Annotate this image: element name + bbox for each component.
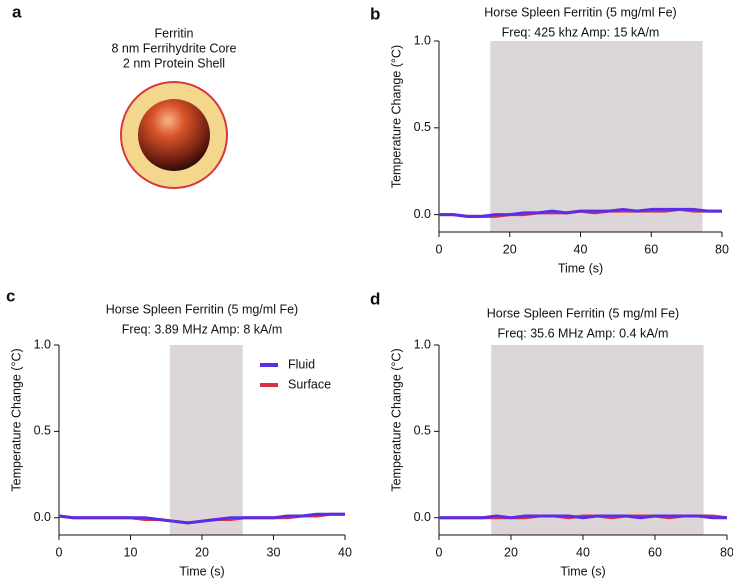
shaded-region bbox=[490, 41, 703, 232]
diagram-text: Ferritin bbox=[155, 26, 194, 40]
panel-label: b bbox=[370, 4, 380, 23]
shaded-region bbox=[491, 345, 704, 535]
y-axis-label: Temperature Change (°C) bbox=[9, 348, 23, 491]
ferrihydrite-core bbox=[138, 99, 210, 171]
x-tick-label: 40 bbox=[338, 545, 352, 559]
x-tick-label: 30 bbox=[267, 545, 281, 559]
data-line bbox=[439, 207, 722, 218]
x-tick-label: 40 bbox=[574, 242, 588, 256]
y-tick-label: 0.0 bbox=[414, 510, 431, 524]
panel-label: c bbox=[6, 286, 15, 305]
legend-label: Surface bbox=[288, 377, 331, 391]
x-tick-label: 80 bbox=[720, 545, 733, 559]
y-tick-label: 0.5 bbox=[414, 120, 431, 134]
y-tick-label: 1.0 bbox=[414, 337, 431, 351]
diagram-text: 8 nm Ferrihydrite Core bbox=[111, 41, 236, 55]
chart-subtitle: Freq: 3.89 MHz Amp: 8 kA/m bbox=[122, 322, 282, 336]
y-tick-label: 0.0 bbox=[34, 510, 51, 524]
x-axis-label: Time (s) bbox=[560, 564, 605, 578]
x-tick-label: 40 bbox=[576, 545, 590, 559]
x-tick-label: 0 bbox=[56, 545, 63, 559]
x-axis-label: Time (s) bbox=[558, 261, 603, 275]
data-line bbox=[58, 512, 345, 525]
chart-subtitle: Freq: 425 khz Amp: 15 kA/m bbox=[502, 25, 660, 39]
legend-label: Fluid bbox=[288, 357, 315, 371]
x-tick-label: 80 bbox=[715, 242, 729, 256]
chart-title: Horse Spleen Ferritin (5 mg/ml Fe) bbox=[487, 306, 679, 320]
y-tick-label: 0.5 bbox=[34, 424, 51, 438]
x-tick-label: 20 bbox=[503, 242, 517, 256]
x-tick-label: 10 bbox=[124, 545, 138, 559]
x-tick-label: 20 bbox=[195, 545, 209, 559]
y-tick-label: 1.0 bbox=[414, 33, 431, 47]
y-axis-label: Temperature Change (°C) bbox=[389, 348, 403, 491]
x-tick-label: 0 bbox=[436, 545, 443, 559]
chart-subtitle: Freq: 35.6 MHz Amp: 0.4 kA/m bbox=[498, 326, 669, 340]
y-tick-label: 1.0 bbox=[34, 337, 51, 351]
panel-label: a bbox=[12, 2, 22, 21]
chart-title: Horse Spleen Ferritin (5 mg/ml Fe) bbox=[106, 302, 298, 316]
panel-label: d bbox=[370, 289, 380, 308]
x-tick-label: 60 bbox=[644, 242, 658, 256]
chart-title: Horse Spleen Ferritin (5 mg/ml Fe) bbox=[484, 5, 676, 19]
x-tick-label: 60 bbox=[648, 545, 662, 559]
x-tick-label: 0 bbox=[436, 242, 443, 256]
y-tick-label: 0.5 bbox=[414, 424, 431, 438]
y-axis-label: Temperature Change (°C) bbox=[389, 45, 403, 188]
x-tick-label: 20 bbox=[504, 545, 518, 559]
diagram-text: 2 nm Protein Shell bbox=[123, 56, 225, 70]
data-line bbox=[439, 514, 727, 520]
x-axis-label: Time (s) bbox=[179, 564, 224, 578]
y-tick-label: 0.0 bbox=[414, 207, 431, 221]
shaded-region bbox=[169, 345, 243, 535]
